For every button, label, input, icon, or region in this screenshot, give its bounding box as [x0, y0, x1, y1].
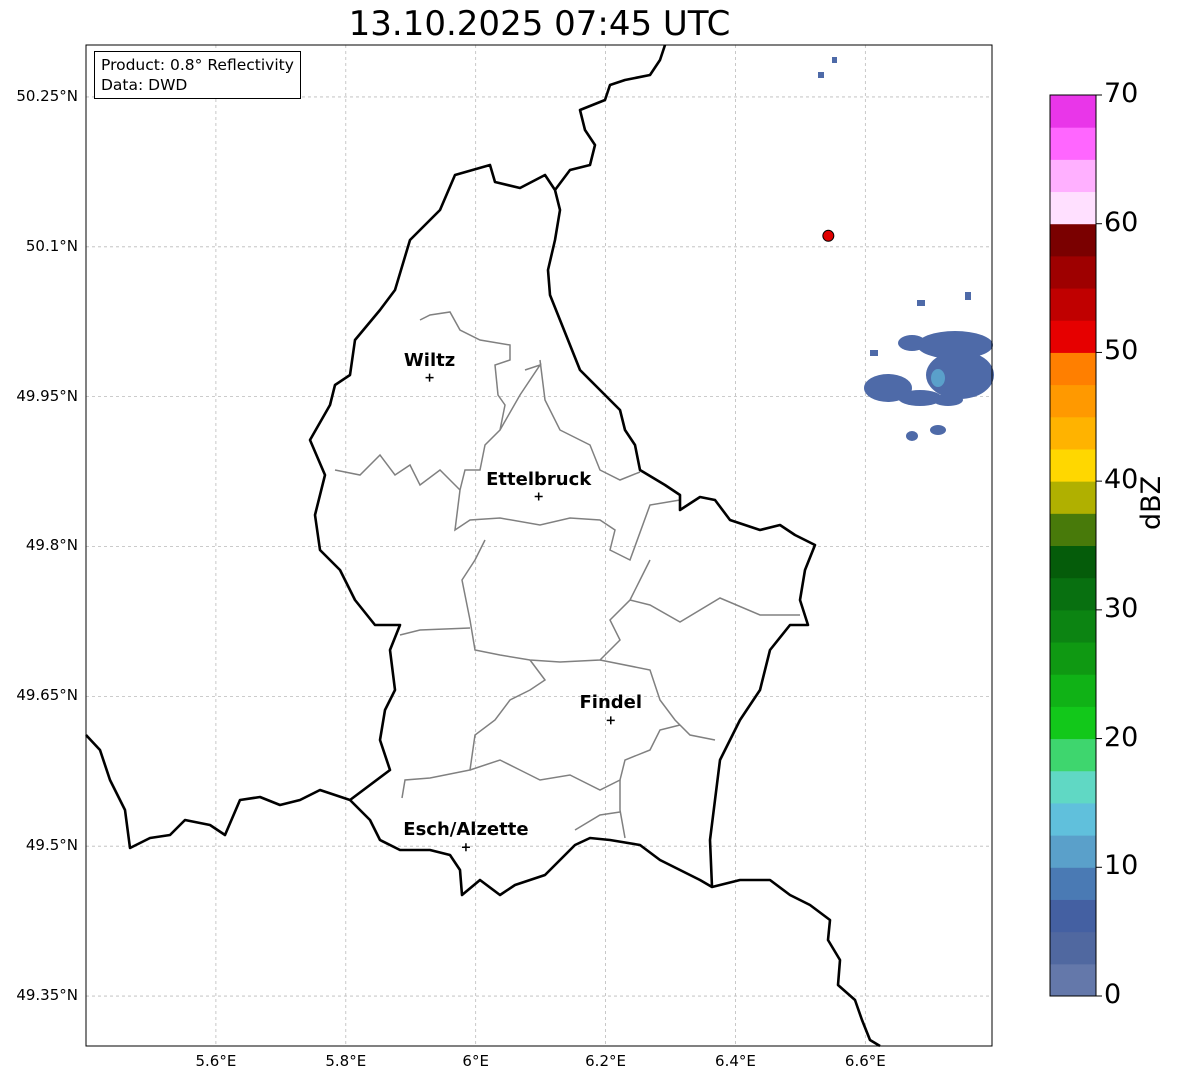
city-marker-icon — [425, 373, 434, 382]
colorbar-segment — [1050, 191, 1096, 225]
colorbar-segment — [1050, 159, 1096, 193]
colorbar-segment — [1050, 867, 1096, 900]
colorbar-segment — [1050, 738, 1096, 772]
colorbar-frame — [1049, 94, 1097, 997]
city-label: Findel — [579, 692, 643, 714]
colorbar-segment — [1050, 448, 1096, 482]
x-tick-label: 6.4°E — [715, 1052, 756, 1070]
colorbar-segment — [1050, 642, 1096, 675]
colorbar-tick-label: 40 — [1104, 464, 1139, 496]
grid-lines — [86, 45, 992, 1046]
colorbar-segment — [1050, 963, 1096, 997]
colorbar-segment — [1050, 95, 1096, 128]
colorbar-tick-label: 20 — [1104, 721, 1139, 753]
city-label: Esch/Alzette — [403, 819, 529, 841]
city-markers — [425, 373, 615, 852]
colorbar-tick-label: 30 — [1104, 592, 1139, 624]
map-frame — [85, 44, 993, 1047]
colorbar-segment — [1050, 545, 1096, 579]
y-tick-label: 49.65°N — [16, 686, 78, 705]
city-marker-icon — [461, 843, 470, 852]
colorbar-segment — [1050, 674, 1096, 707]
radar-echoes — [818, 57, 994, 441]
colorbar-segment — [1050, 802, 1096, 836]
colorbar-segment — [1050, 513, 1096, 546]
city-marker-icon — [534, 492, 543, 501]
colorbar-segment — [1050, 223, 1096, 257]
y-tick-label: 49.35°N — [16, 986, 78, 1005]
x-tick-label: 5.6°E — [195, 1052, 237, 1070]
data-source-label: Data: DWD — [101, 76, 188, 94]
colorbar-segment — [1050, 899, 1096, 933]
colorbar — [1050, 94, 1102, 997]
colorbar-segment — [1050, 255, 1096, 289]
country-borders — [85, 44, 881, 1048]
colorbar-tick-label: 70 — [1104, 78, 1139, 109]
y-tick-label: 50.1°N — [25, 236, 78, 255]
y-tick-label: 50.25°N — [16, 86, 78, 105]
y-tick-label: 49.5°N — [25, 836, 78, 855]
info-box: Product: 0.8° Reflectivity Data: DWD — [94, 51, 301, 99]
y-tick-label: 49.8°N — [25, 536, 78, 555]
product-label: Product: 0.8° Reflectivity — [101, 56, 294, 74]
colorbar-tick-label: 60 — [1104, 206, 1139, 238]
y-tick-label: 49.95°N — [16, 386, 78, 405]
colorbar-segment — [1050, 352, 1096, 386]
colorbar-segment — [1050, 384, 1096, 418]
x-tick-label: 6.6°E — [844, 1052, 886, 1070]
radar-site-marker — [822, 229, 835, 242]
colorbar-label: dBZ — [1136, 475, 1167, 530]
city-label: Wiltz — [403, 349, 456, 371]
colorbar-segment — [1050, 931, 1096, 965]
colorbar-tick-label: 0 — [1104, 979, 1122, 1010]
internal-canton-borders — [334, 311, 800, 839]
colorbar-segment — [1050, 416, 1096, 450]
colorbar-segment — [1050, 320, 1096, 353]
colorbar-segment — [1050, 481, 1096, 514]
colorbar-tick-label: 50 — [1104, 335, 1139, 367]
city-marker-icon — [606, 716, 615, 725]
colorbar-segment — [1050, 770, 1096, 804]
colorbar-segment — [1050, 288, 1096, 321]
colorbar-tick-label: 10 — [1104, 850, 1139, 882]
figure-title: 13.10.2025 07:45 UTC — [348, 4, 731, 44]
colorbar-segment — [1050, 706, 1096, 740]
colorbar-segment — [1050, 577, 1096, 611]
x-tick-label: 5.8°E — [325, 1052, 367, 1070]
x-tick-label: 6°E — [462, 1052, 489, 1070]
city-label: Ettelbruck — [486, 468, 592, 490]
colorbar-segment — [1050, 835, 1096, 868]
colorbar-segment — [1050, 127, 1096, 160]
colorbar-segment — [1050, 609, 1096, 643]
x-tick-label: 6.2°E — [585, 1052, 626, 1070]
